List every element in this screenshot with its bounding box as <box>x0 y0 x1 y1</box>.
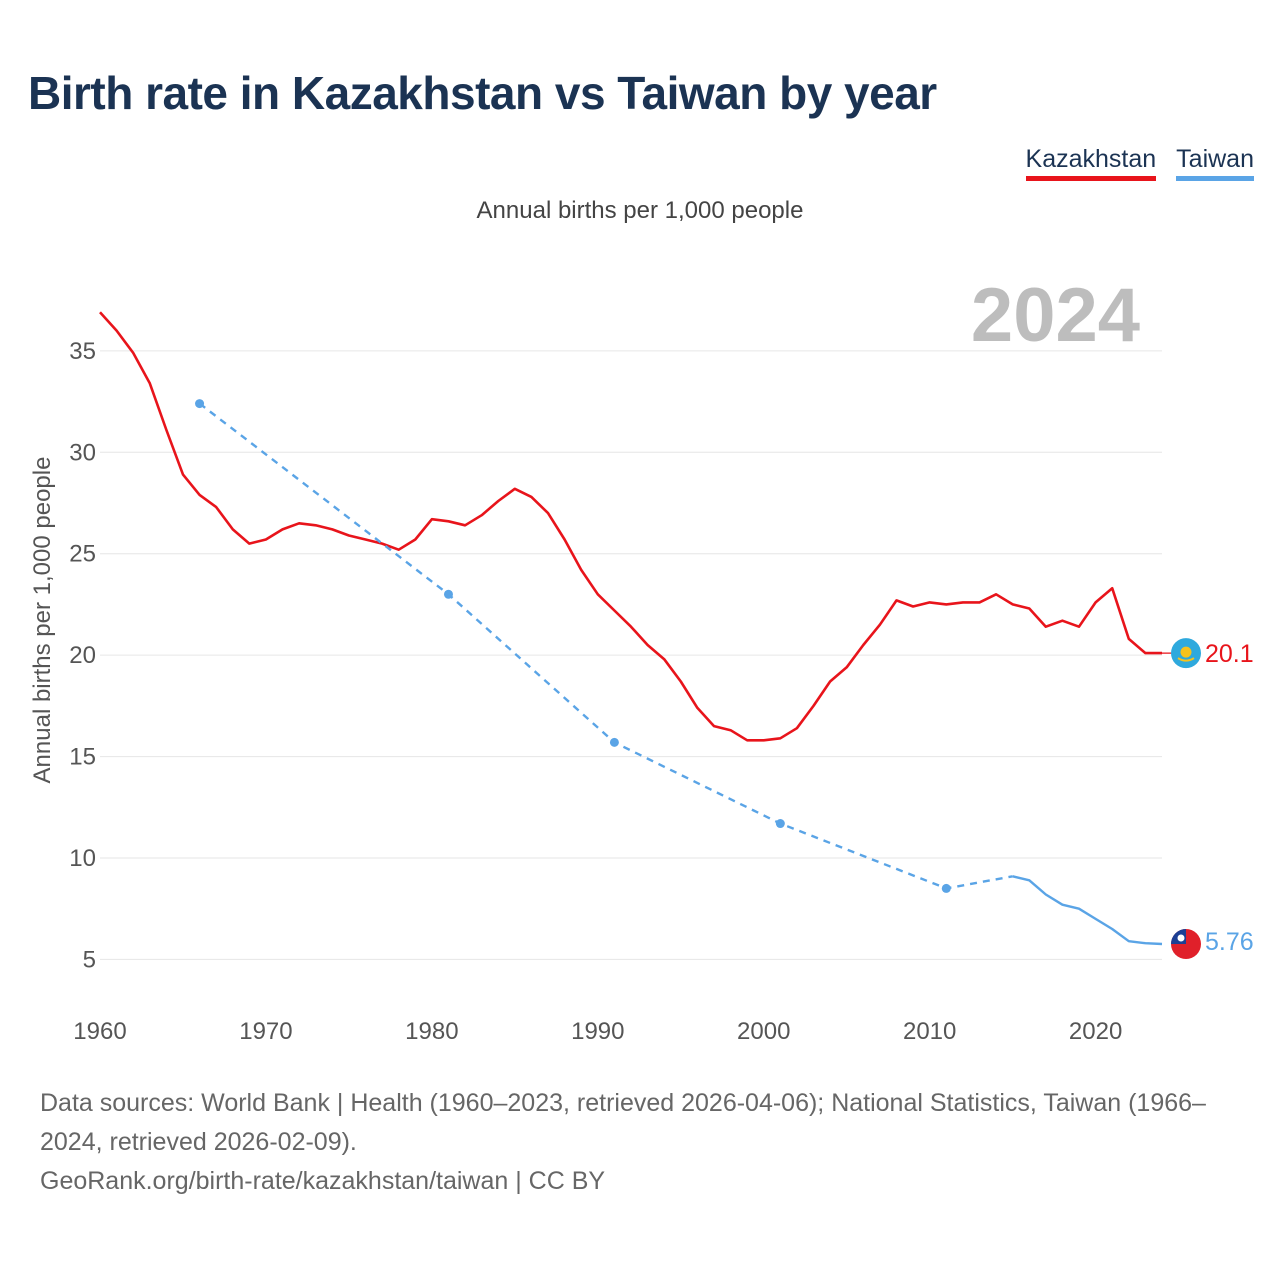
y-tick-label: 35 <box>69 338 96 365</box>
taiwan-data-point <box>941 883 951 893</box>
legend: Kazakhstan Taiwan <box>1025 144 1254 181</box>
kazakhstan-end-label: 20.1 <box>1205 640 1254 668</box>
taiwan-data-point <box>195 399 205 409</box>
legend-item-kazakhstan[interactable]: Kazakhstan <box>1025 144 1157 181</box>
attribution-line: GeoRank.org/birth-rate/kazakhstan/taiwan… <box>40 1167 606 1195</box>
legend-item-taiwan[interactable]: Taiwan <box>1176 144 1254 181</box>
taiwan-series-dashed-line <box>198 402 1013 890</box>
taiwan-data-point <box>609 737 619 747</box>
taiwan-end-label: 5.76 <box>1205 928 1254 956</box>
x-tick-label: 1990 <box>571 1018 624 1045</box>
y-tick-label: 10 <box>69 845 96 872</box>
line-chart: 5 10 15 20 25 30 35 1960 1970 1980 1990 2000 2010 202… <box>69 311 1254 1045</box>
year-overlay: 2024 <box>970 273 1140 358</box>
kazakhstan-flag-sun <box>1180 646 1192 658</box>
chart-subtitle: Annual births per 1,000 people <box>476 197 804 224</box>
kazakhstan-flag-eagle <box>1177 657 1195 662</box>
source-line: Data sources: World Bank | Health (1960–… <box>40 1089 1206 1156</box>
kazakhstan-series-line <box>99 311 1162 742</box>
taiwan-data-point <box>775 819 785 829</box>
y-tick-label: 20 <box>69 642 96 669</box>
x-tick-label: 2000 <box>737 1018 790 1045</box>
y-tick-label: 5 <box>83 946 96 973</box>
chart-title: Birth rate in Kazakhstan vs Taiwan by ye… <box>28 67 937 119</box>
x-tick-label: 2020 <box>1069 1018 1122 1045</box>
x-tick-label: 1970 <box>239 1018 292 1045</box>
source-note: Data sources: World Bank | Health (1960–… <box>40 1084 1250 1201</box>
y-tick-label: 25 <box>69 541 96 568</box>
y-tick-label: 15 <box>69 744 96 771</box>
x-tick-label: 1980 <box>405 1018 458 1045</box>
x-tick-label: 2010 <box>903 1018 956 1045</box>
x-tick-label: 1960 <box>73 1018 126 1045</box>
taiwan-series-line <box>1012 875 1163 946</box>
taiwan-flag-sun <box>1177 934 1185 942</box>
taiwan-data-point <box>443 589 453 599</box>
y-tick-label: 30 <box>69 439 96 466</box>
